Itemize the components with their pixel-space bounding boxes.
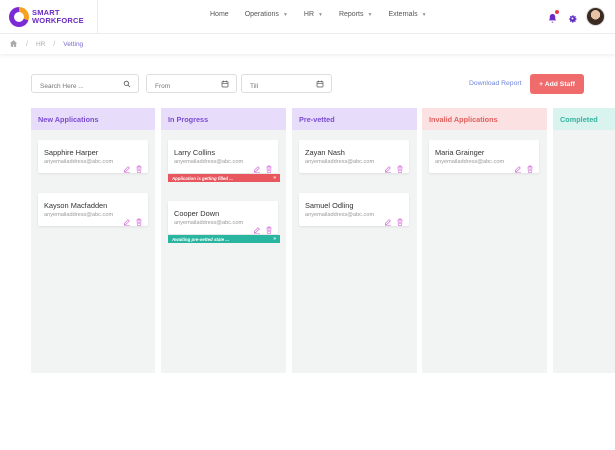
status-text: Awaiting pre-vetted state ... (172, 236, 230, 242)
breadcrumb-hr[interactable]: HR (35, 40, 46, 48)
brand-name: SMART WORKFORCE (32, 9, 84, 25)
trash-icon[interactable] (135, 160, 143, 173)
kanban-column-4: Completed (553, 108, 615, 373)
from-date-field (146, 74, 237, 95)
applicant-card[interactable]: Zayan Nash anyemailaddress@abc.com (299, 140, 409, 173)
edit-icon[interactable] (123, 160, 131, 173)
double-chevron-right-icon[interactable]: » (273, 175, 276, 181)
trash-icon[interactable] (265, 221, 273, 234)
applicant-name: Sapphire Harper (44, 148, 99, 157)
calendar-icon[interactable] (316, 80, 324, 88)
gear-icon[interactable] (567, 11, 578, 23)
edit-icon[interactable] (384, 160, 392, 173)
brand-logo[interactable]: SMART WORKFORCE (0, 0, 98, 34)
from-date-input[interactable] (147, 78, 217, 95)
applicant-card[interactable]: Sapphire Harper anyemailaddress@abc.com (38, 140, 148, 173)
chevron-down-icon: ▼ (318, 11, 323, 18)
nav-item-home[interactable]: Home (210, 11, 229, 18)
applicant-name: Larry Collins (174, 148, 216, 157)
search-input[interactable] (32, 78, 116, 95)
search-field (31, 74, 139, 95)
column-header: Invalid Applications (422, 108, 547, 130)
chevron-down-icon: ▼ (367, 11, 373, 18)
applicant-email: anyemailaddress@abc.com (305, 159, 375, 165)
applicant-name: Maria Grainger (435, 148, 485, 157)
nav-item-hr[interactable]: HR ▼ (304, 11, 323, 18)
top-navbar: SMART WORKFORCE Home Operations ▼ HR ▼ Rep… (0, 0, 615, 34)
notification-dot (555, 10, 559, 14)
nav-item-reports[interactable]: Reports ▼ (339, 11, 372, 18)
trash-icon[interactable] (265, 160, 273, 173)
search-icon[interactable] (123, 80, 131, 88)
double-chevron-right-icon[interactable]: » (273, 236, 276, 242)
logo-icon (9, 7, 29, 27)
kanban-column-0: New Applications Sapphire Harper anyemaila… (31, 108, 155, 373)
applicant-email: anyemailaddress@abc.com (44, 159, 114, 165)
applicant-name: Cooper Down (174, 209, 220, 218)
user-avatar[interactable] (586, 7, 605, 26)
applicant-card[interactable]: Maria Grainger anyemailaddress@abc.com (429, 140, 539, 173)
nav-label: Operations (244, 11, 279, 18)
nav-label: Home (210, 11, 229, 18)
applicant-name: Kayson Macfadden (44, 201, 108, 210)
applicant-email: anyemailaddress@abc.com (44, 212, 114, 218)
column-header: New Applications (31, 108, 155, 130)
nav-item-externals[interactable]: Externals ▼ (388, 11, 426, 18)
download-report-link[interactable]: Download Report (469, 80, 522, 87)
column-header: Completed (553, 108, 615, 130)
nav-item-operations[interactable]: Operations ▼ (245, 11, 288, 18)
kanban-column-3: Invalid Applications Maria Grainger anyema… (422, 108, 547, 373)
applicant-card[interactable]: Kayson Macfadden anyemailaddress@abc.com (38, 193, 148, 226)
column-header: In Progress (161, 108, 286, 130)
till-date-input[interactable] (242, 78, 312, 95)
chevron-down-icon: ▼ (282, 11, 288, 18)
trash-icon[interactable] (526, 160, 534, 173)
applicant-email: anyemailaddress@abc.com (305, 212, 375, 218)
applicant-email: anyemailaddress@abc.com (174, 159, 244, 165)
edit-icon[interactable] (514, 160, 522, 173)
edit-icon[interactable] (253, 160, 261, 173)
breadcrumb-vetting: Vetting (63, 40, 84, 48)
breadcrumb: / HR / Vetting (0, 34, 615, 54)
nav-label: Externals (388, 11, 418, 18)
breadcrumb-separator: / (26, 40, 28, 48)
applicant-email: anyemailaddress@abc.com (435, 159, 505, 165)
applicant-card[interactable]: Cooper Down anyemailaddress@abc.com (168, 201, 278, 234)
nav-label: HR (303, 11, 315, 18)
till-date-field (241, 74, 332, 95)
status-text: Application is getting filled ... (172, 175, 233, 181)
chevron-down-icon: ▼ (421, 11, 427, 18)
add-staff-button[interactable]: + Add Staff (530, 74, 584, 94)
bell-icon[interactable] (547, 10, 559, 23)
applicant-email: anyemailaddress@abc.com (174, 220, 244, 226)
column-header: Pre-vetted (292, 108, 417, 130)
edit-icon[interactable] (253, 221, 261, 234)
top-actions (547, 7, 605, 26)
status-bar: Awaiting pre-vetted state ... » (168, 235, 280, 243)
main-nav: Home Operations ▼ HR ▼ Reports ▼ Externals ▼ (210, 11, 443, 18)
edit-icon[interactable] (384, 213, 392, 226)
trash-icon[interactable] (396, 213, 404, 226)
kanban-column-1: In Progress Larry Collins anyemailaddress@… (161, 108, 286, 373)
brand-line-2: WORKFORCE (32, 16, 84, 25)
edit-icon[interactable] (123, 213, 131, 226)
status-bar: Application is getting filled ... » (168, 174, 280, 182)
home-icon[interactable] (9, 35, 18, 53)
trash-icon[interactable] (135, 213, 143, 226)
kanban-column-2: Pre-vetted Zayan Nash anyemailaddress@abc.… (292, 108, 417, 373)
applicant-card[interactable]: Samuel Odling anyemailaddress@abc.com (299, 193, 409, 226)
trash-icon[interactable] (396, 160, 404, 173)
applicant-card[interactable]: Larry Collins anyemailaddress@abc.com (168, 140, 278, 173)
brand-line-1: SMART (32, 8, 60, 17)
applicant-name: Zayan Nash (305, 148, 345, 157)
breadcrumb-separator: / (53, 40, 56, 48)
calendar-icon[interactable] (221, 80, 229, 88)
nav-label: Reports (338, 11, 364, 18)
applicant-name: Samuel Odling (305, 201, 354, 210)
